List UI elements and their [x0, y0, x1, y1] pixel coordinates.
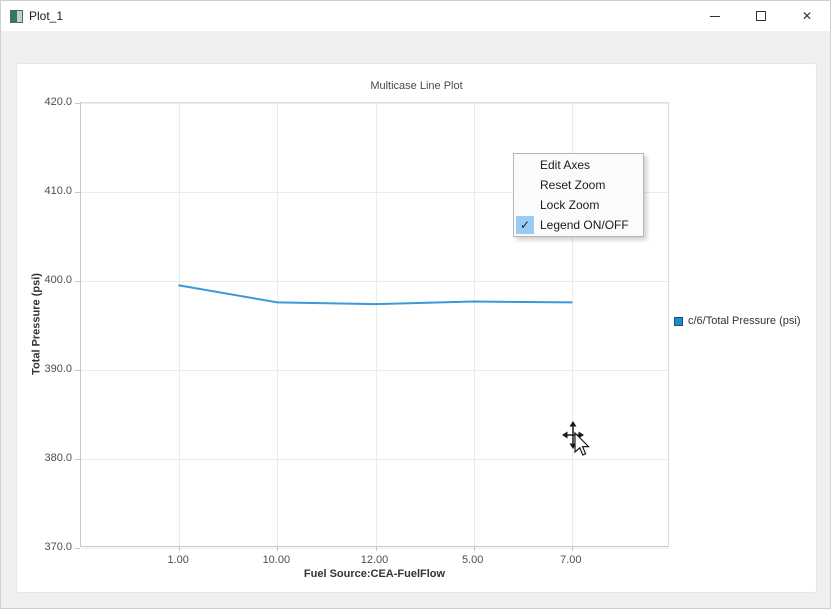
window-title: Plot_1 [29, 9, 64, 23]
x-tick-label: 10.00 [262, 554, 291, 566]
axis-tick [277, 546, 279, 551]
menu-item-label: Legend ON/OFF [540, 218, 629, 232]
window-controls: ✕ [692, 1, 830, 31]
maximize-icon [756, 11, 766, 21]
maximize-button[interactable] [738, 1, 784, 31]
x-tick-label: 7.00 [560, 554, 582, 566]
axis-tick [571, 546, 573, 551]
gridline [81, 459, 668, 460]
app-icon [10, 9, 23, 23]
menu-item-label: Reset Zoom [540, 178, 606, 192]
gridline [473, 103, 475, 546]
line-plot-canvas [178, 284, 573, 306]
x-tick-label: 5.00 [461, 554, 484, 566]
gridline [179, 103, 181, 546]
menu-check-gutter [516, 176, 534, 194]
axis-tick [375, 546, 377, 551]
y-tick-label: 390.0 [44, 363, 72, 375]
gridline [81, 370, 668, 371]
gridline [571, 103, 573, 546]
gridline [81, 192, 668, 193]
close-icon: ✕ [801, 9, 813, 23]
chart-title: Multicase Line Plot [370, 80, 463, 92]
close-button[interactable]: ✕ [784, 1, 830, 31]
y-axis-title: Total Pressure (psi) [30, 273, 43, 375]
series-line [178, 284, 573, 306]
move-cursor-icon [562, 421, 596, 470]
legend-item: c/6/Total Pressure (psi) [674, 315, 800, 327]
y-tick-label: 400.0 [44, 274, 72, 286]
axis-tick [473, 546, 475, 551]
menu-item-label: Edit Axes [540, 158, 591, 172]
y-tick-label: 380.0 [44, 452, 72, 464]
legend-marker-icon [674, 316, 683, 326]
gridline [375, 103, 377, 546]
gridline [81, 281, 668, 282]
chart-panel: Multicase Line Plot Total Pressure (psi)… [16, 63, 817, 593]
context-menu: Edit Axes Reset Zoom Lock Zoom ✓ Legend ON/O… [513, 153, 644, 237]
x-tick-label: 12.00 [360, 554, 389, 566]
axis-tick [75, 548, 80, 549]
menu-check-gutter [516, 156, 534, 174]
axis-tick [75, 370, 80, 371]
axis-tick [75, 103, 80, 104]
menu-item-lock-zoom[interactable]: Lock Zoom [514, 195, 643, 215]
minimize-button[interactable] [692, 1, 738, 31]
legend: c/6/Total Pressure (psi) [674, 315, 800, 327]
axis-tick [75, 192, 80, 193]
y-tick-label: 410.0 [44, 185, 72, 197]
gridline [81, 548, 668, 549]
y-tick-label: 420.0 [44, 96, 72, 108]
axis-tick [75, 281, 80, 282]
window-titlebar: Plot_1 ✕ [1, 1, 830, 31]
y-tick-label: 370.0 [44, 541, 72, 553]
legend-label: c/6/Total Pressure (psi) [688, 315, 801, 327]
menu-item-label: Lock Zoom [540, 198, 600, 212]
x-tick-label: 1.00 [167, 554, 189, 566]
menu-item-edit-axes[interactable]: Edit Axes [514, 155, 643, 175]
gridline [81, 103, 668, 104]
checkmark-icon: ✓ [516, 216, 534, 234]
axis-tick [179, 546, 181, 551]
menu-item-reset-zoom[interactable]: Reset Zoom [514, 175, 643, 195]
axis-tick [75, 459, 80, 460]
menu-item-legend-on-off[interactable]: ✓ Legend ON/OFF [514, 215, 643, 235]
x-axis-title: Fuel Source:CEA-FuelFlow [303, 568, 446, 580]
minimize-icon [710, 15, 720, 17]
gridline [277, 103, 279, 546]
menu-check-gutter [516, 196, 534, 214]
